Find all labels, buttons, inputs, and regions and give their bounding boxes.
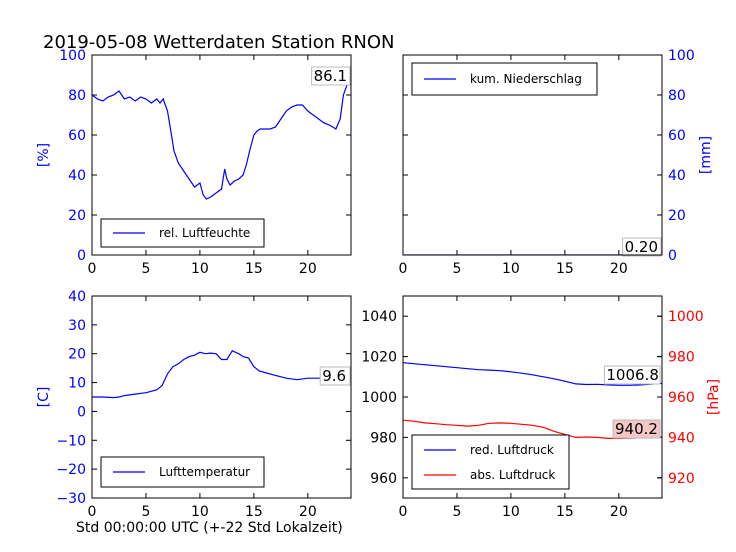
value-label-box (622, 237, 662, 257)
chart-panel-2: 0 5 10 15 20 0 20 40 60 80 100 [mm] 0.20 kum. Nieders… (399, 48, 714, 277)
y-axis-label: [%] (36, 143, 52, 167)
y-tick-label: 10 (68, 376, 86, 392)
y-tick-label: 80 (68, 88, 86, 104)
value-label: 86.1 (314, 67, 347, 85)
x-tick-label: 15 (556, 261, 574, 277)
value-label: 0.20 (625, 238, 658, 256)
y-tick-label: 0 (77, 248, 86, 264)
x-tick-label: 0 (399, 504, 408, 520)
y-tick-label: 1040 (361, 309, 397, 325)
plot-frame (91, 295, 352, 499)
y-axis-label: [mm] (698, 136, 714, 174)
y-right-tick-label: 940 (668, 430, 695, 446)
y-tick-label: 60 (68, 128, 86, 144)
y-tick-label: 100 (59, 48, 86, 64)
legend: Lufttemperatur (100, 456, 265, 488)
legend: rel. Luftfeuchte (100, 218, 265, 248)
value-label-box-abs (612, 419, 661, 439)
y-right-tick-label: 1000 (668, 309, 704, 325)
plot-frame (402, 295, 663, 499)
legend: red. Luftdruck abs. Luftdruck (411, 434, 570, 490)
series-line (92, 82, 349, 200)
x-tick-label: 5 (141, 261, 150, 277)
legend-label: rel. Luftfeuchte (159, 226, 250, 240)
x-tick-label: 5 (452, 261, 461, 277)
y-tick-label: 1020 (361, 350, 397, 366)
value-label-box-red (603, 365, 661, 385)
y-tick-label: 40 (68, 289, 86, 305)
x-tick-label: 10 (191, 504, 209, 520)
x-tick-label: 5 (452, 504, 461, 520)
y-tick-label: 60 (668, 128, 686, 144)
y-right-axis-label: [hPa] (706, 379, 722, 415)
y-tick-label: 20 (68, 347, 86, 363)
x-tick-label: 20 (610, 261, 628, 277)
value-label-abs: 940.2 (615, 420, 658, 438)
legend-label: Lufttemperatur (159, 465, 250, 479)
y-tick-label: −10 (56, 433, 86, 449)
x-tick-label: 20 (299, 504, 317, 520)
value-label-red: 1006.8 (606, 366, 659, 384)
x-tick-label: 15 (245, 504, 263, 520)
y-tick-label: 100 (668, 48, 695, 64)
plot-frame (91, 54, 352, 256)
y-tick-label: −20 (56, 462, 86, 478)
y-tick-label: 40 (68, 168, 86, 184)
chart-panel-4: 0 5 10 15 20 960 980 1000 1020 1040 920 940 960 980 10… (361, 295, 722, 520)
figure-xlabel: Std 00:00:00 UTC (+-22 Std Lokalzeit) (76, 520, 343, 536)
value-label-box (319, 366, 351, 386)
chart-panel-1: 0 5 10 15 20 0 20 40 60 80 100 [%] 86.1 rel. Luftfeuc… (36, 48, 352, 277)
legend-label: abs. Luftdruck (470, 468, 555, 482)
legend-label: kum. Niederschlag (470, 72, 582, 86)
x-tick-label: 10 (191, 261, 209, 277)
legend-label: red. Luftdruck (470, 443, 554, 457)
x-tick-label: 20 (299, 261, 317, 277)
y-axis-label: [C] (36, 387, 52, 408)
y-tick-label: 20 (668, 208, 686, 224)
x-tick-label: 10 (502, 504, 520, 520)
y-tick-label: 960 (370, 471, 397, 487)
y-tick-label: 980 (370, 430, 397, 446)
series-line (403, 362, 662, 386)
x-tick-label: 0 (399, 261, 408, 277)
legend: kum. Niederschlag (411, 62, 598, 96)
y-tick-label: −30 (56, 491, 86, 507)
value-label-box (311, 66, 351, 86)
x-tick-label: 0 (88, 504, 97, 520)
figure-title: 2019-05-08 Wetterdaten Station RNON (43, 32, 394, 53)
y-right-tick-label: 920 (668, 471, 695, 487)
y-tick-label: 40 (668, 168, 686, 184)
y-tick-label: 0 (668, 248, 677, 264)
y-tick-label: 20 (68, 208, 86, 224)
legend-frame (411, 434, 570, 490)
value-label: 9.6 (322, 367, 346, 385)
y-right-tick-label: 960 (668, 390, 695, 406)
x-tick-label: 15 (556, 504, 574, 520)
y-tick-label: 1000 (361, 390, 397, 406)
series-line (92, 350, 351, 399)
y-tick-label: 80 (668, 88, 686, 104)
x-tick-label: 15 (245, 261, 263, 277)
chart-panel-3: 0 5 10 15 20 −30 −20 −10 0 10 20 30 40 [C] 9.6 Lufttemp… (36, 289, 352, 520)
x-tick-label: 10 (502, 261, 520, 277)
y-tick-label: 0 (77, 404, 86, 420)
y-tick-label: 30 (68, 318, 86, 334)
x-tick-label: 20 (610, 504, 628, 520)
x-tick-label: 0 (88, 261, 97, 277)
plot-frame (402, 54, 663, 256)
y-right-tick-label: 980 (668, 350, 695, 366)
x-tick-label: 5 (141, 504, 150, 520)
